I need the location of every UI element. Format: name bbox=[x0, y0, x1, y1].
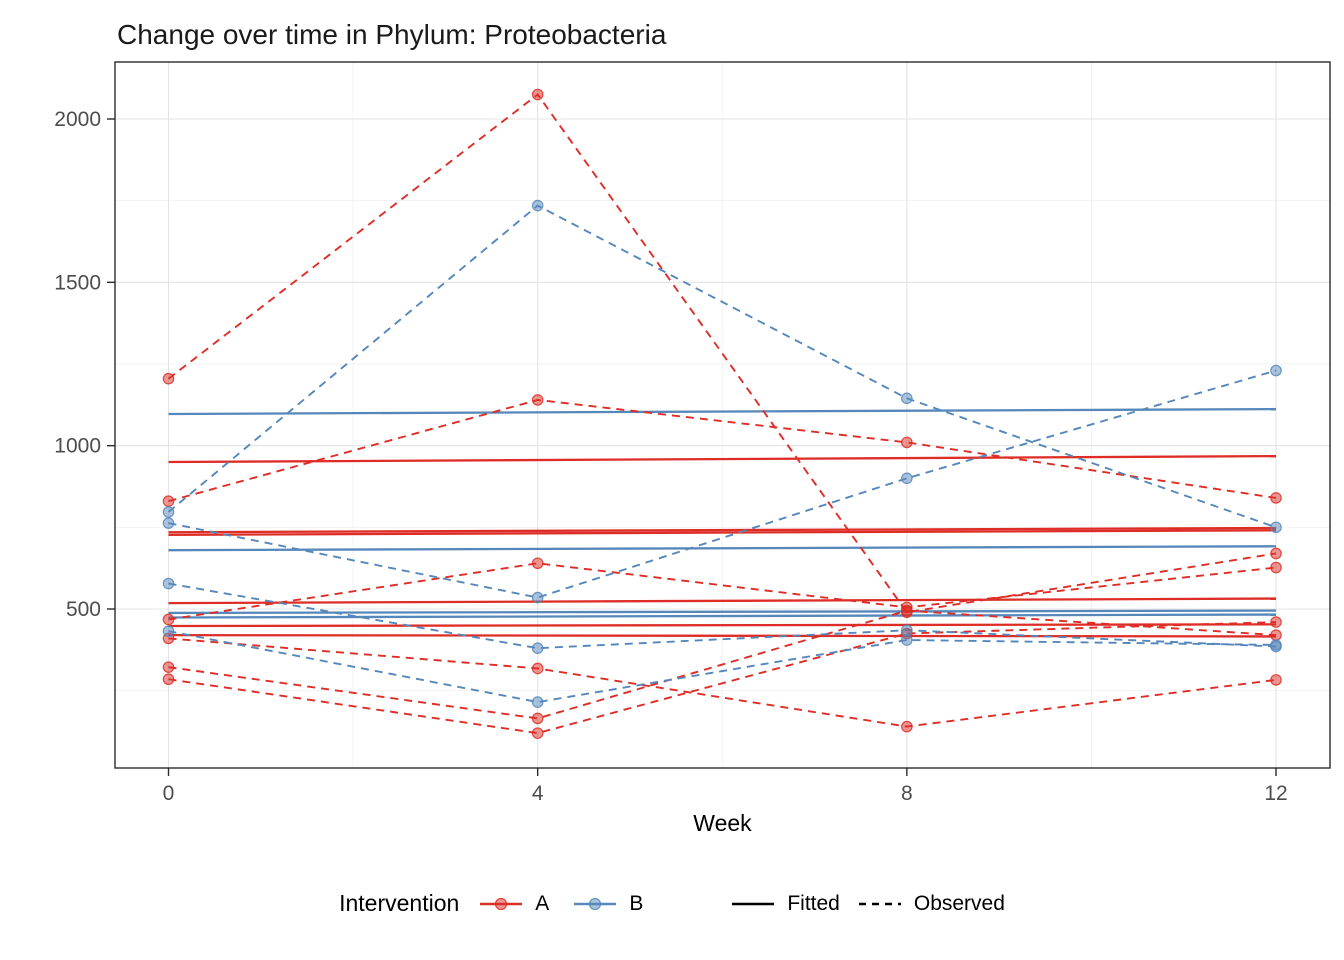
svg-text:4: 4 bbox=[532, 782, 544, 805]
legend-label-a: A bbox=[535, 891, 550, 915]
svg-text:1500: 1500 bbox=[54, 271, 101, 294]
svg-text:500: 500 bbox=[66, 598, 101, 621]
legend-key-fitted-icon bbox=[731, 894, 775, 914]
svg-text:12: 12 bbox=[1264, 782, 1287, 805]
legend-label-observed: Observed bbox=[913, 891, 1005, 915]
legend-key-b-icon bbox=[573, 894, 617, 914]
svg-text:8: 8 bbox=[901, 782, 913, 805]
legend: Intervention A B Fitted Observed bbox=[0, 890, 1344, 917]
svg-text:2000: 2000 bbox=[54, 108, 101, 131]
x-axis-title: Week bbox=[693, 810, 752, 836]
svg-text:0: 0 bbox=[163, 782, 175, 805]
legend-key-observed-icon bbox=[858, 894, 902, 914]
legend-label-b: B bbox=[629, 891, 644, 915]
plot-area: 0 4 8 12 500 1000 1500 2000 bbox=[54, 61, 1331, 805]
legend-label-fitted: Fitted bbox=[787, 891, 840, 915]
chart-title: Change over time in Phylum: Proteobacter… bbox=[117, 19, 667, 50]
svg-text:1000: 1000 bbox=[54, 435, 101, 458]
legend-key-a-icon bbox=[479, 894, 523, 914]
legend-title: Intervention bbox=[339, 890, 460, 916]
